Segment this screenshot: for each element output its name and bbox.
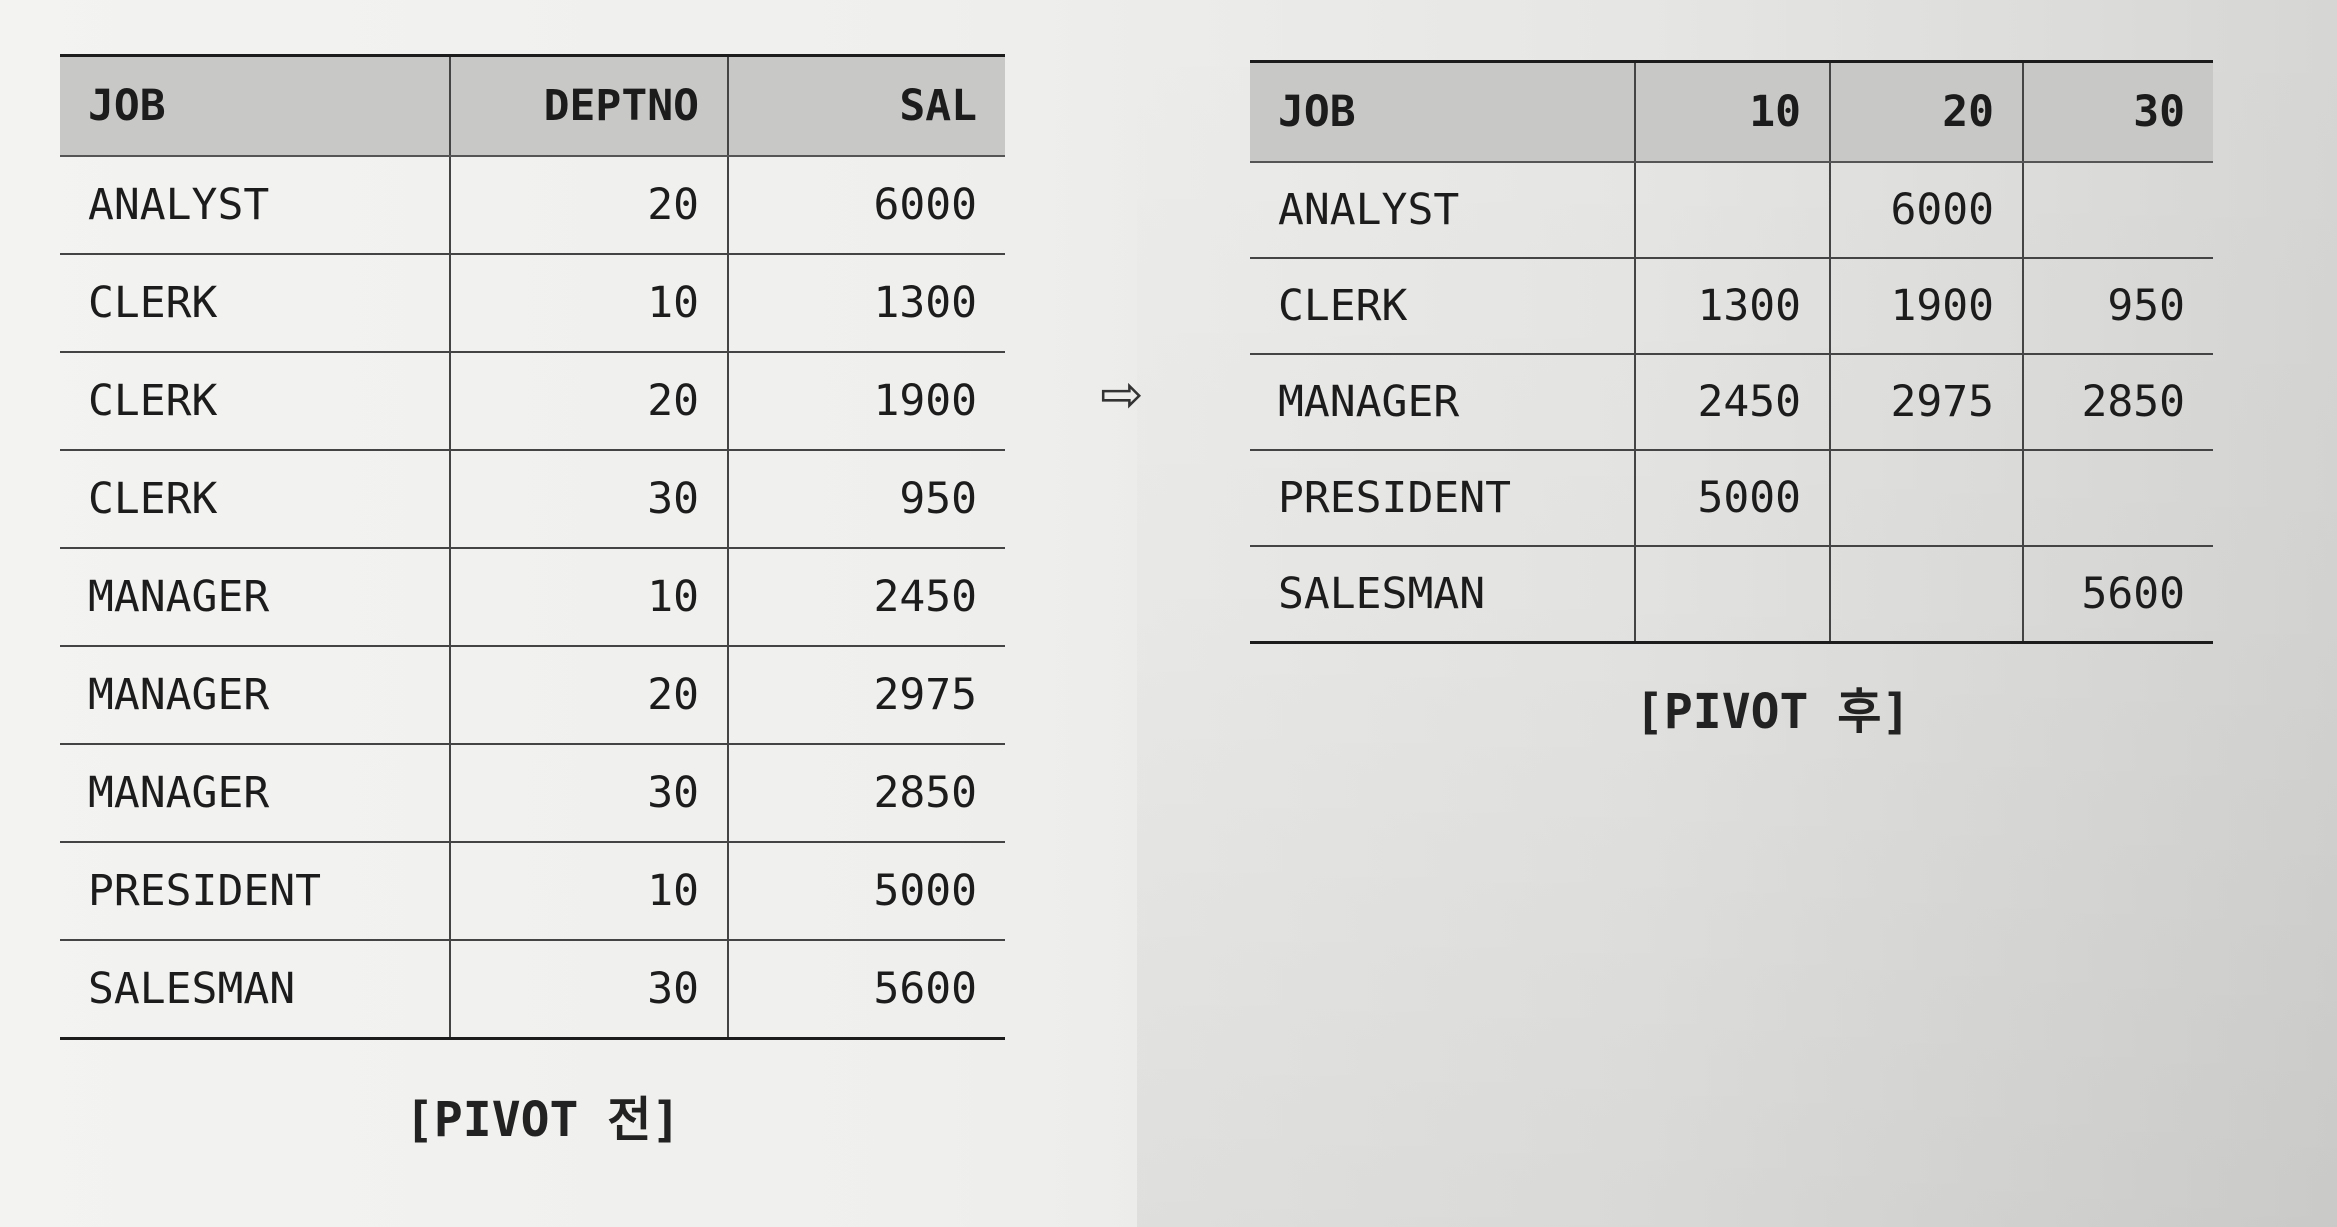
job-cell: PRESIDENT (60, 842, 450, 941)
pivot-before-table: JOB DEPTNO SAL ANALYST 20 6000 CLERK 10 … (60, 54, 1005, 1040)
sal-cell-dept-10: 1300 (1634, 258, 1830, 355)
before-caption: [PIVOT 전] (405, 1092, 681, 1148)
deptno-cell: 20 (449, 646, 728, 745)
pivot-after-table: JOB 10 20 30 ANALYST 6000 CLERK 1300 190… (1250, 60, 2213, 644)
sal-cell-dept-20: 2975 (1829, 354, 2023, 451)
header-row: JOB 10 20 30 (1250, 61, 2213, 163)
sal-cell-dept-10 (1634, 162, 1830, 259)
sal-cell-dept-10: 2450 (1634, 354, 1830, 451)
sal-cell: 5600 (727, 940, 1005, 1040)
right-arrow-icon: ⇨ (1100, 365, 1144, 425)
sal-cell: 2850 (727, 744, 1005, 843)
job-cell: CLERK (1250, 258, 1635, 355)
deptno-cell: 10 (449, 254, 728, 353)
sal-cell-dept-10 (1634, 546, 1830, 644)
sal-cell-dept-20: 1900 (1829, 258, 2023, 355)
sal-cell-dept-10: 5000 (1634, 450, 1830, 547)
sal-cell: 2975 (727, 646, 1005, 745)
table-row: MANAGER 20 2975 (60, 646, 1005, 745)
job-cell: ANALYST (60, 156, 450, 255)
sal-cell: 1900 (727, 352, 1005, 451)
col-header-dept-10: 10 (1634, 61, 1830, 163)
table-row: MANAGER 30 2850 (60, 744, 1005, 843)
job-cell: CLERK (60, 450, 450, 549)
sal-cell-dept-30: 2850 (2022, 354, 2213, 451)
col-header-dept-30: 30 (2022, 61, 2213, 163)
sal-cell: 1300 (727, 254, 1005, 353)
deptno-cell: 30 (449, 744, 728, 843)
table-row: CLERK 10 1300 (60, 254, 1005, 353)
sal-cell-dept-30 (2022, 450, 2213, 547)
deptno-cell: 20 (449, 352, 728, 451)
job-cell: SALESMAN (1250, 546, 1635, 644)
job-cell: MANAGER (1250, 354, 1635, 451)
table-row: PRESIDENT 10 5000 (60, 842, 1005, 941)
table-row: CLERK 30 950 (60, 450, 1005, 549)
col-header-dept-20: 20 (1829, 61, 2023, 163)
deptno-cell: 20 (449, 156, 728, 255)
sal-cell-dept-30: 5600 (2022, 546, 2213, 644)
col-header-job: JOB (60, 55, 450, 157)
col-header-deptno: DEPTNO (449, 55, 728, 157)
job-cell: ANALYST (1250, 162, 1635, 259)
col-header-sal: SAL (727, 55, 1005, 157)
table-row: SALESMAN 30 5600 (60, 940, 1005, 1040)
job-cell: PRESIDENT (1250, 450, 1635, 547)
table-row: PRESIDENT 5000 (1250, 450, 2213, 547)
sal-cell-dept-30 (2022, 162, 2213, 259)
sal-cell: 2450 (727, 548, 1005, 647)
table-row: CLERK 20 1900 (60, 352, 1005, 451)
job-cell: SALESMAN (60, 940, 450, 1040)
sal-cell: 5000 (727, 842, 1005, 941)
sal-cell: 6000 (727, 156, 1005, 255)
header-row: JOB DEPTNO SAL (60, 55, 1005, 157)
table-row: MANAGER 2450 2975 2850 (1250, 354, 2213, 451)
after-caption: [PIVOT 후] (1635, 684, 1911, 740)
table-row: ANALYST 6000 (1250, 162, 2213, 259)
job-cell: CLERK (60, 352, 450, 451)
table-row: CLERK 1300 1900 950 (1250, 258, 2213, 355)
job-cell: CLERK (60, 254, 450, 353)
deptno-cell: 30 (449, 450, 728, 549)
deptno-cell: 10 (449, 548, 728, 647)
sal-cell-dept-20 (1829, 450, 2023, 547)
deptno-cell: 10 (449, 842, 728, 941)
job-cell: MANAGER (60, 744, 450, 843)
job-cell: MANAGER (60, 548, 450, 647)
sal-cell-dept-20 (1829, 546, 2023, 644)
col-header-job: JOB (1250, 61, 1635, 163)
table-row: ANALYST 20 6000 (60, 156, 1005, 255)
table-row: MANAGER 10 2450 (60, 548, 1005, 647)
sal-cell-dept-30: 950 (2022, 258, 2213, 355)
job-cell: MANAGER (60, 646, 450, 745)
sal-cell-dept-20: 6000 (1829, 162, 2023, 259)
sal-cell: 950 (727, 450, 1005, 549)
deptno-cell: 30 (449, 940, 728, 1040)
table-row: SALESMAN 5600 (1250, 546, 2213, 644)
